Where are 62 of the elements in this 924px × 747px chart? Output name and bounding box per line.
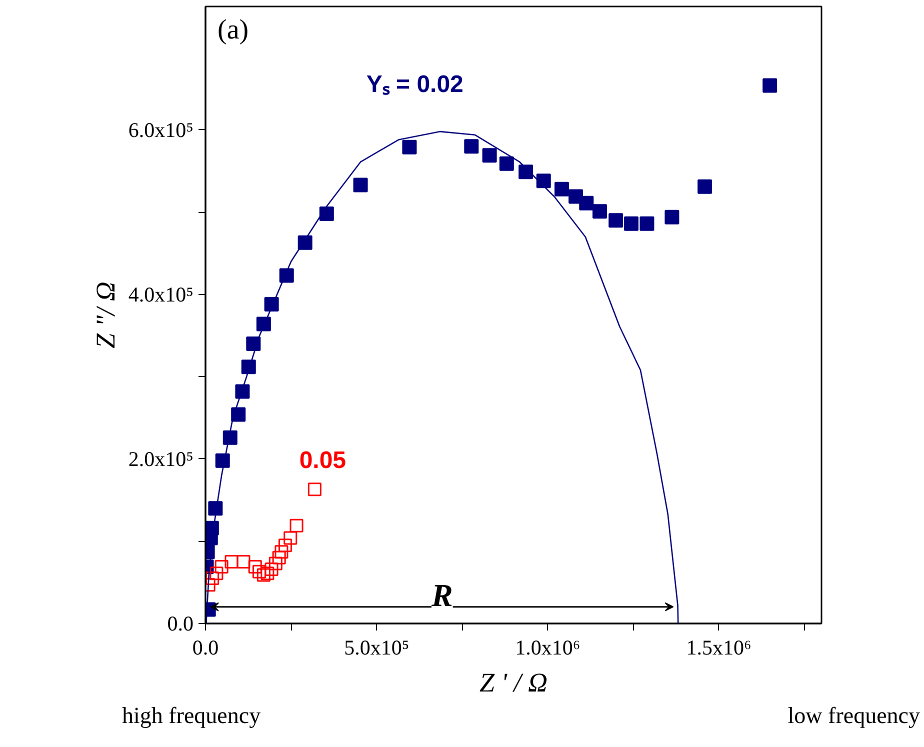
y-tick-label: 6.0x10⁵ [128, 118, 194, 142]
point [236, 555, 250, 569]
point [252, 564, 266, 578]
point [235, 384, 250, 399]
x-axis-title: Z ' / Ω [479, 668, 548, 698]
point [536, 174, 551, 188]
annotation: (a) [218, 14, 249, 46]
point [579, 196, 594, 210]
point [214, 560, 228, 574]
point [353, 178, 368, 192]
point [499, 156, 514, 171]
text: high frequency [122, 702, 261, 730]
point [222, 430, 238, 445]
point [264, 297, 279, 312]
point [278, 538, 292, 552]
point [210, 566, 224, 580]
point [592, 204, 607, 219]
y-tick-label: 4.0x10⁵ [128, 282, 194, 306]
series-label: Yₛ = 0.02 [366, 70, 464, 98]
point [402, 140, 417, 154]
x-tick-label: 5.0x10⁵ [344, 636, 410, 660]
annotation: R [430, 576, 453, 613]
point [664, 210, 680, 224]
point [231, 407, 246, 422]
point [274, 545, 288, 559]
point [319, 206, 334, 222]
point [206, 572, 220, 586]
point [260, 566, 274, 580]
text: low frequency [788, 702, 920, 730]
point [272, 550, 286, 564]
point [554, 182, 570, 196]
point [279, 268, 294, 283]
x-tick-label: 1.5x10⁶ [686, 636, 752, 660]
point [248, 560, 262, 574]
point [224, 555, 238, 569]
point [464, 139, 479, 154]
y-tick-label: 2.0x10⁵ [128, 446, 194, 471]
point [215, 453, 230, 468]
point [518, 164, 534, 180]
point [482, 148, 497, 163]
y-axis-title: Z "/ Ω [90, 282, 120, 348]
point [290, 518, 304, 532]
x-tick-label: 1.0x10⁶ [515, 636, 580, 660]
point [268, 556, 282, 570]
point [256, 316, 271, 332]
point [298, 235, 312, 250]
point [308, 482, 322, 496]
series-label: 0.05 [299, 446, 346, 474]
point [762, 78, 778, 93]
point [208, 501, 223, 516]
point [698, 179, 712, 194]
point [241, 360, 256, 374]
line-series [206, 130, 679, 624]
point [640, 216, 654, 231]
x-tick-label: 0.0 [192, 636, 219, 660]
y-tick-label: 0.0 [167, 612, 194, 636]
point [264, 562, 278, 576]
point [246, 336, 261, 352]
point [284, 531, 298, 545]
point [256, 568, 270, 582]
point [624, 216, 638, 231]
point [608, 213, 624, 228]
